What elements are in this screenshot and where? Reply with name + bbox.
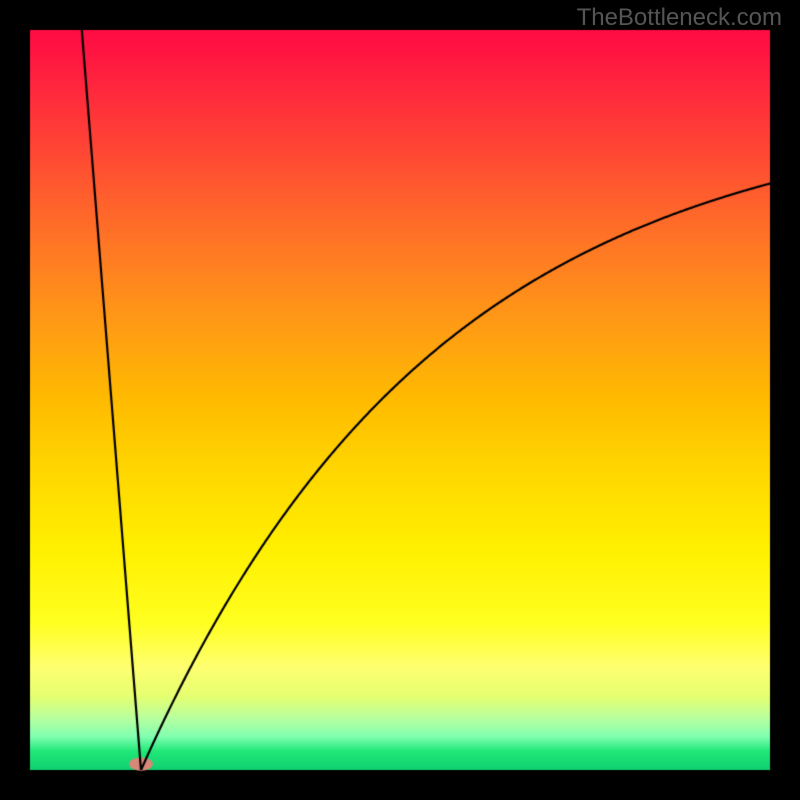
bottleneck-chart-canvas — [0, 0, 800, 800]
watermark-text: TheBottleneck.com — [577, 4, 782, 32]
chart-container: TheBottleneck.com — [0, 0, 800, 800]
